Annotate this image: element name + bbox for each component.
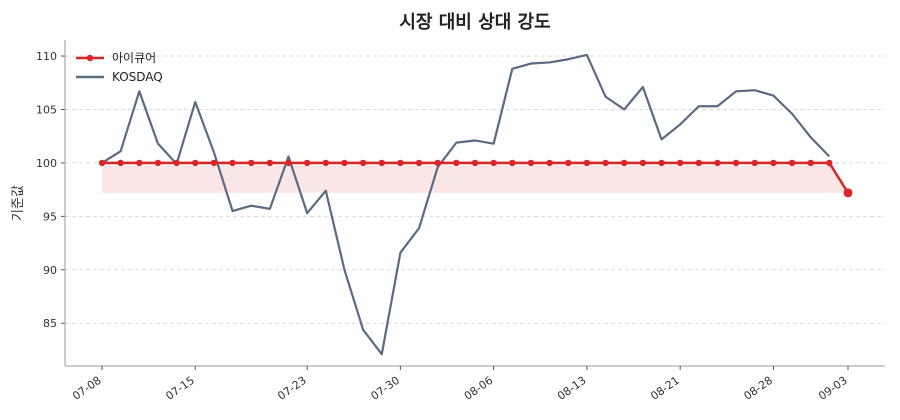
company-point	[378, 159, 385, 167]
company-point	[248, 159, 255, 167]
company-point	[210, 159, 218, 167]
company-point	[434, 159, 441, 167]
company-point	[843, 188, 853, 198]
x-tick-label: 07-30	[368, 374, 402, 403]
company-point	[285, 159, 292, 167]
x-tick-label: 08-21	[648, 374, 682, 403]
fill-between-area	[102, 162, 848, 193]
company-point	[192, 159, 199, 167]
y-axis-label: 기준값	[11, 185, 26, 221]
company-point	[471, 159, 479, 167]
company-point	[527, 159, 535, 167]
company-point	[136, 159, 143, 167]
legend-marker-company	[86, 54, 94, 62]
axes: 85 90 95 100 105 110 07-08 07-15 07-23 07-30 08-06…	[36, 40, 885, 403]
company-point	[695, 159, 702, 167]
x-tick-label: 08-13	[555, 374, 589, 403]
company-point	[788, 159, 796, 167]
fill-area	[102, 162, 848, 193]
company-point	[770, 159, 777, 167]
company-point	[173, 159, 180, 167]
x-tick-label: 07-08	[70, 374, 104, 403]
company-point	[117, 159, 124, 167]
x-tick-label: 08-06	[462, 374, 496, 403]
company-point	[658, 159, 665, 167]
company-point	[639, 159, 647, 167]
company-point	[714, 159, 721, 167]
company-point	[583, 159, 591, 167]
x-tick-label: 07-23	[275, 374, 309, 403]
company-point	[322, 159, 329, 167]
company-point	[266, 159, 274, 167]
company-point	[341, 159, 348, 167]
y-tick-label: 105	[36, 103, 57, 116]
company-point	[490, 159, 497, 167]
company-point	[807, 159, 814, 167]
y-tick-label: 85	[43, 317, 57, 330]
legend-label-company: 아이큐어	[112, 51, 156, 65]
y-tick-label: 100	[36, 157, 57, 170]
company-point	[732, 159, 740, 167]
company-point	[826, 159, 833, 167]
company-point	[229, 159, 236, 167]
x-tick-label: 09-03	[816, 374, 850, 403]
x-tick-label: 07-15	[163, 374, 197, 403]
y-tick-label: 90	[43, 264, 57, 277]
company-point	[676, 159, 684, 167]
company-point	[154, 159, 162, 167]
company-point	[509, 159, 516, 167]
series-lines	[98, 53, 853, 356]
legend: 아이큐어 KOSDAQ	[76, 51, 163, 84]
company-point	[415, 159, 423, 167]
y-tick-label: 110	[36, 50, 57, 63]
company-point	[751, 159, 758, 167]
legend-label-kosdaq: KOSDAQ	[112, 70, 163, 84]
y-tick-label: 95	[43, 210, 57, 223]
company-point	[565, 159, 572, 167]
company-point	[546, 159, 553, 167]
company-point	[453, 159, 460, 167]
x-tick-label: 08-28	[741, 374, 775, 403]
chart-title: 시장 대비 상대 강도	[399, 12, 550, 33]
company-point	[621, 159, 628, 167]
company-point	[98, 159, 106, 167]
company-point	[602, 159, 609, 167]
company-point	[359, 159, 367, 167]
company-point	[397, 159, 404, 167]
company-point	[303, 159, 311, 167]
kosdaq-line	[101, 53, 831, 356]
